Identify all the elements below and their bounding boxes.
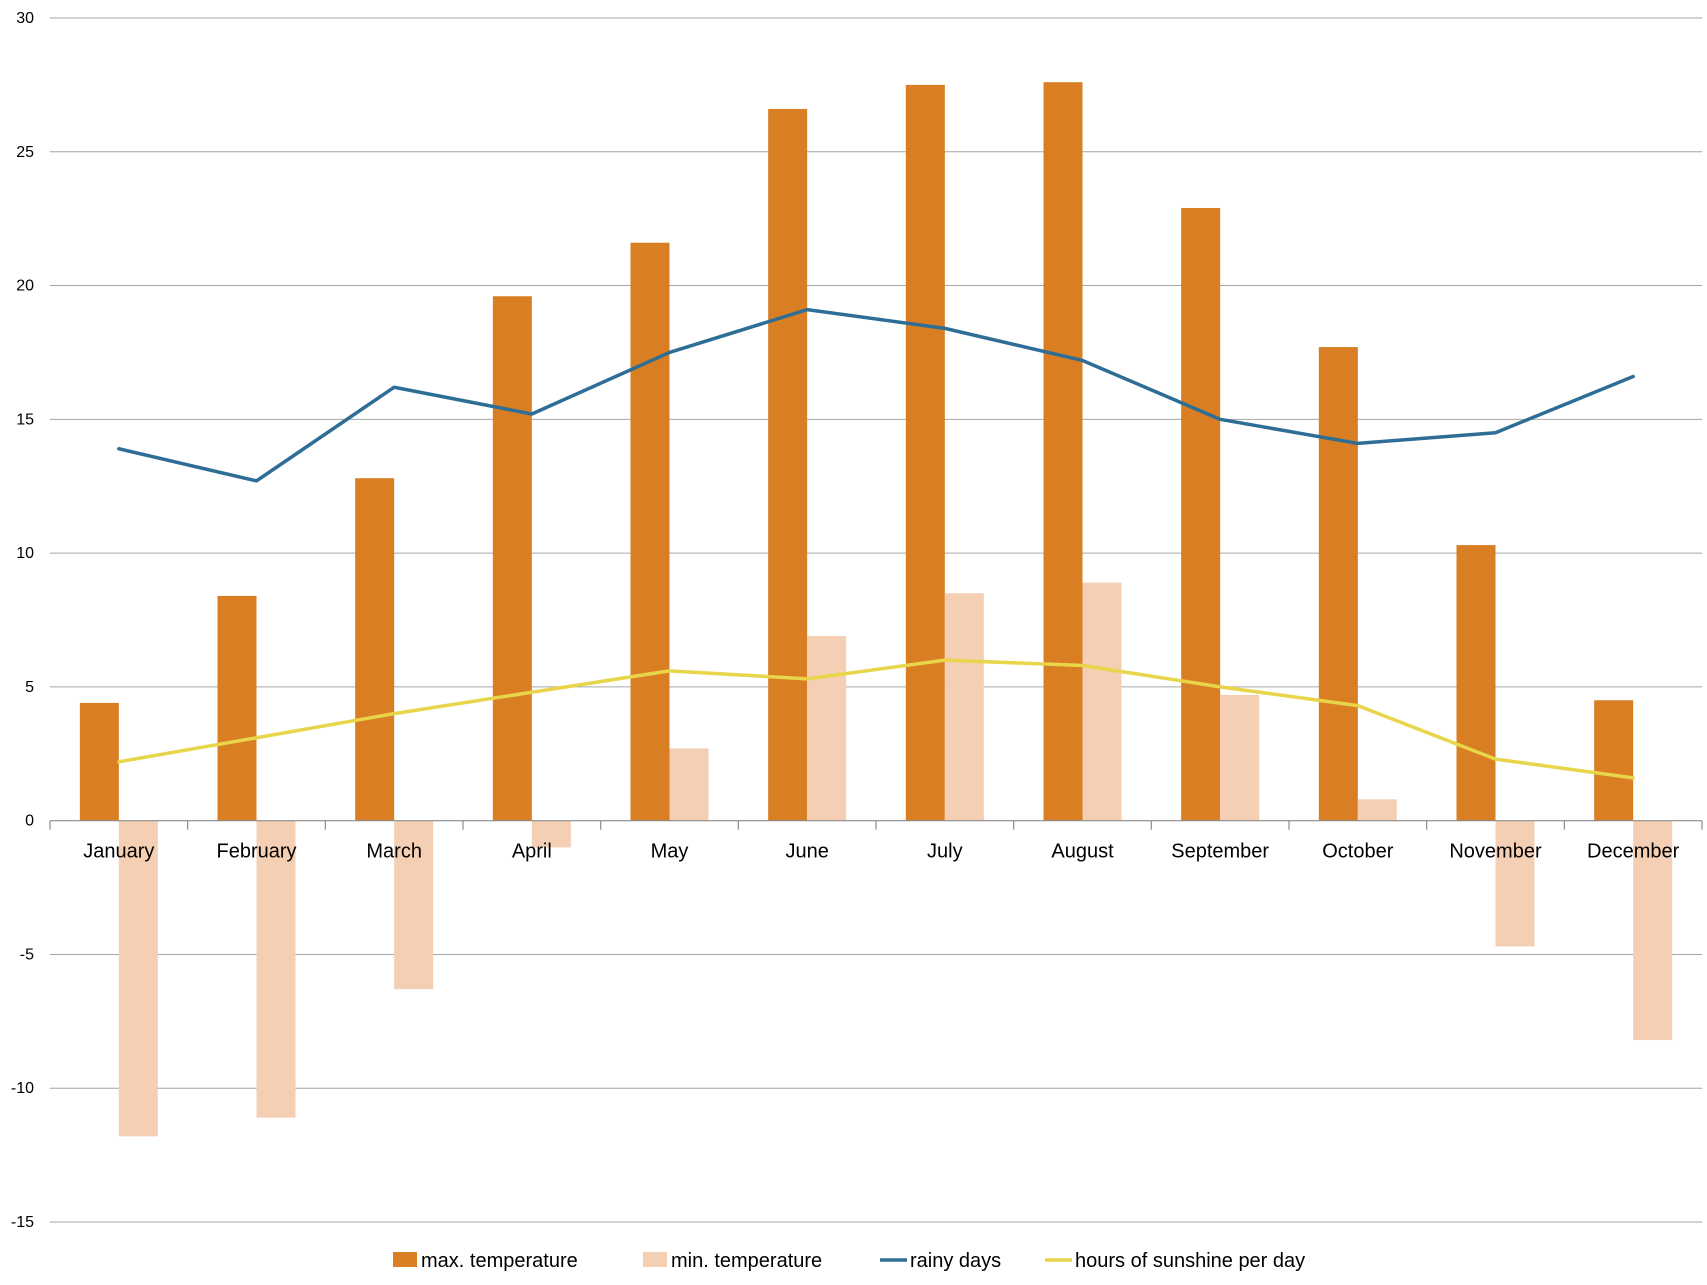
legend-item-4: hours of sunshine per day: [1045, 1250, 1305, 1272]
min-temp-bar-november: [1496, 821, 1535, 947]
max-temp-bar-september: [1181, 208, 1220, 821]
x-tick-label-august: August: [1051, 841, 1114, 863]
y-tick-label: 30: [16, 10, 34, 27]
legend-label: rainy days: [910, 1250, 1001, 1272]
y-tick-label: -15: [11, 1214, 34, 1231]
legend-item-2: min. temperature: [643, 1250, 822, 1272]
y-tick-label: 5: [25, 679, 34, 696]
max-temp-bar-march: [355, 478, 394, 820]
x-tick-label-december: December: [1587, 841, 1680, 863]
max-temp-bar-january: [80, 703, 119, 821]
min-temp-bar-august: [1083, 583, 1122, 821]
min-temp-bar-october: [1358, 799, 1397, 820]
x-tick-label-january: January: [83, 841, 154, 863]
x-tick-label-september: September: [1171, 841, 1269, 863]
legend-item-1: max. temperature: [393, 1250, 578, 1272]
legend-label: hours of sunshine per day: [1075, 1250, 1305, 1272]
x-tick-label-march: March: [366, 841, 422, 863]
max-temp-bar-may: [631, 243, 670, 821]
legend: max. temperature min. temperature rainy da…: [393, 1250, 1305, 1272]
max-temp-bar-december: [1594, 700, 1633, 820]
sunshine-hours-line: [119, 660, 1633, 778]
max-temp-bar-august: [1044, 82, 1083, 820]
legend-swatch: [393, 1252, 417, 1267]
max-temp-bar-october: [1319, 347, 1358, 821]
bars: [80, 82, 1672, 1136]
series-lines: [119, 310, 1634, 778]
x-tick-label-february: February: [216, 841, 296, 863]
min-temp-bar-february: [257, 821, 296, 1118]
rainy-days-line: [119, 310, 1633, 481]
y-tick-label: 15: [16, 411, 34, 428]
x-tick-label-june: June: [785, 841, 828, 863]
min-temp-bar-january: [119, 821, 158, 1137]
y-tick-label: -5: [20, 946, 34, 963]
y-tick-label: 10: [16, 545, 34, 562]
x-tick-label-april: April: [512, 841, 552, 863]
y-tick-label: -10: [11, 1080, 34, 1097]
max-temp-bar-november: [1457, 545, 1496, 821]
x-tick-label-october: October: [1322, 841, 1393, 863]
legend-item-3: rainy days: [880, 1250, 1001, 1272]
max-temp-bar-february: [218, 596, 257, 821]
min-temp-bar-may: [670, 748, 709, 820]
x-axis-tick-labels: January February March April May June July Augu…: [83, 841, 1679, 863]
x-tick-label-november: November: [1449, 841, 1542, 863]
x-axis: [50, 821, 1702, 830]
legend-label: max. temperature: [421, 1250, 578, 1272]
max-temp-bar-july: [906, 85, 945, 821]
min-temp-bar-september: [1220, 695, 1259, 821]
y-tick-label: 25: [16, 144, 34, 161]
min-temp-bar-july: [945, 593, 984, 820]
x-tick-label-july: July: [927, 841, 963, 863]
max-temp-bar-april: [493, 296, 532, 820]
legend-label: min. temperature: [671, 1250, 822, 1272]
min-temp-bar-june: [807, 636, 846, 821]
y-tick-label: 20: [16, 278, 34, 295]
y-axis-tick-labels: 30 25 20 15 10 5 0 -5 -10 -15: [11, 10, 34, 1231]
max-temp-bar-june: [768, 109, 807, 821]
legend-swatch: [643, 1252, 667, 1267]
y-tick-label: 0: [25, 813, 34, 830]
gridlines: [50, 18, 1702, 1222]
x-tick-label-may: May: [651, 841, 689, 863]
